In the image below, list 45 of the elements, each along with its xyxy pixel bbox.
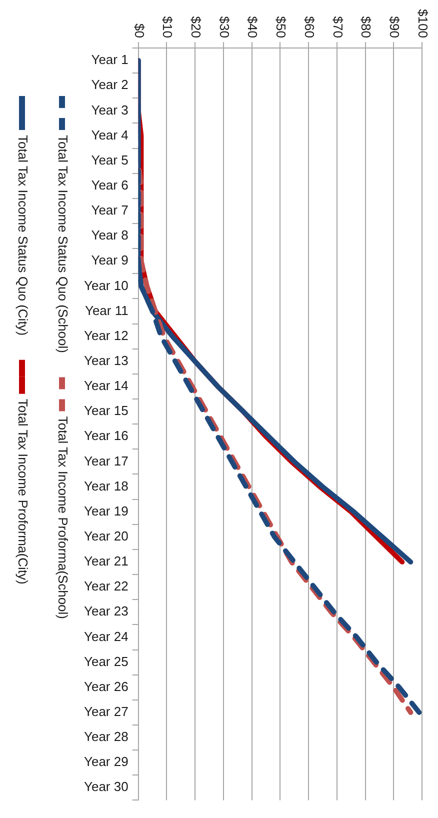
y-tick-label: Year 23 [84, 604, 128, 619]
y-tick-label: Year 19 [84, 503, 128, 518]
x-tick-label: $50 [274, 16, 289, 38]
y-tick-label: Year 18 [84, 478, 128, 494]
x-tick-label: $90 [387, 16, 402, 38]
x-tick-label: $0 [132, 24, 147, 38]
y-tick-label: Year 9 [91, 252, 128, 268]
y-tick-label: Year 30 [84, 779, 128, 794]
legend-label: Total Tax Income Proforma(City) [15, 398, 30, 584]
y-tick-label: Year 13 [84, 352, 128, 368]
x-tick-label: $10 [160, 16, 176, 38]
x-tick-label: $30 [216, 16, 232, 38]
y-tick-label: Year 5 [91, 152, 128, 168]
y-tick-label: Year 21 [84, 554, 128, 569]
x-tick-label: $80 [358, 16, 374, 38]
y-tick-label: Year 14 [84, 378, 128, 394]
y-tick-label: Year 15 [84, 403, 128, 418]
y-tick-label: Year 8 [91, 228, 128, 243]
legend-label: Total Tax Income Status Quo (City) [15, 135, 30, 336]
y-tick-label: Year 3 [91, 102, 128, 118]
y-tick-label: Year 22 [84, 578, 128, 594]
y-tick-label: Year 17 [84, 453, 128, 468]
y-tick-label: Year 10 [84, 278, 128, 293]
y-tick-label: Year 16 [84, 428, 128, 444]
y-tick-label: Year 1 [91, 52, 128, 68]
y-tick-label: Year 26 [84, 678, 128, 694]
y-tick-label: Year 12 [84, 328, 128, 343]
x-tick-label: $60 [302, 16, 317, 38]
y-tick-label: Year 25 [84, 654, 128, 669]
x-tick-label: $20 [188, 16, 204, 38]
y-tick-label: Year 4 [91, 127, 128, 142]
legend-label: Total Tax Income Status Quo (School) [55, 135, 70, 353]
x-tick-label: $40 [245, 16, 260, 38]
y-tick-label: Year 29 [84, 754, 128, 770]
x-tick-label: $70 [330, 16, 346, 38]
legend-label: Total Tax Income Proforma(School) [55, 416, 70, 620]
y-tick-label: Year 27 [84, 704, 128, 720]
y-tick-label: Year 28 [84, 729, 128, 744]
y-tick-label: Year 2 [91, 77, 128, 92]
y-tick-label: Year 11 [84, 302, 128, 318]
y-tick-label: Year 7 [91, 202, 128, 218]
y-tick-label: Year 20 [84, 528, 128, 544]
y-tick-label: Year 24 [84, 628, 128, 644]
y-tick-label: Year 6 [91, 177, 128, 192]
x-tick-label: $100 [415, 9, 430, 38]
